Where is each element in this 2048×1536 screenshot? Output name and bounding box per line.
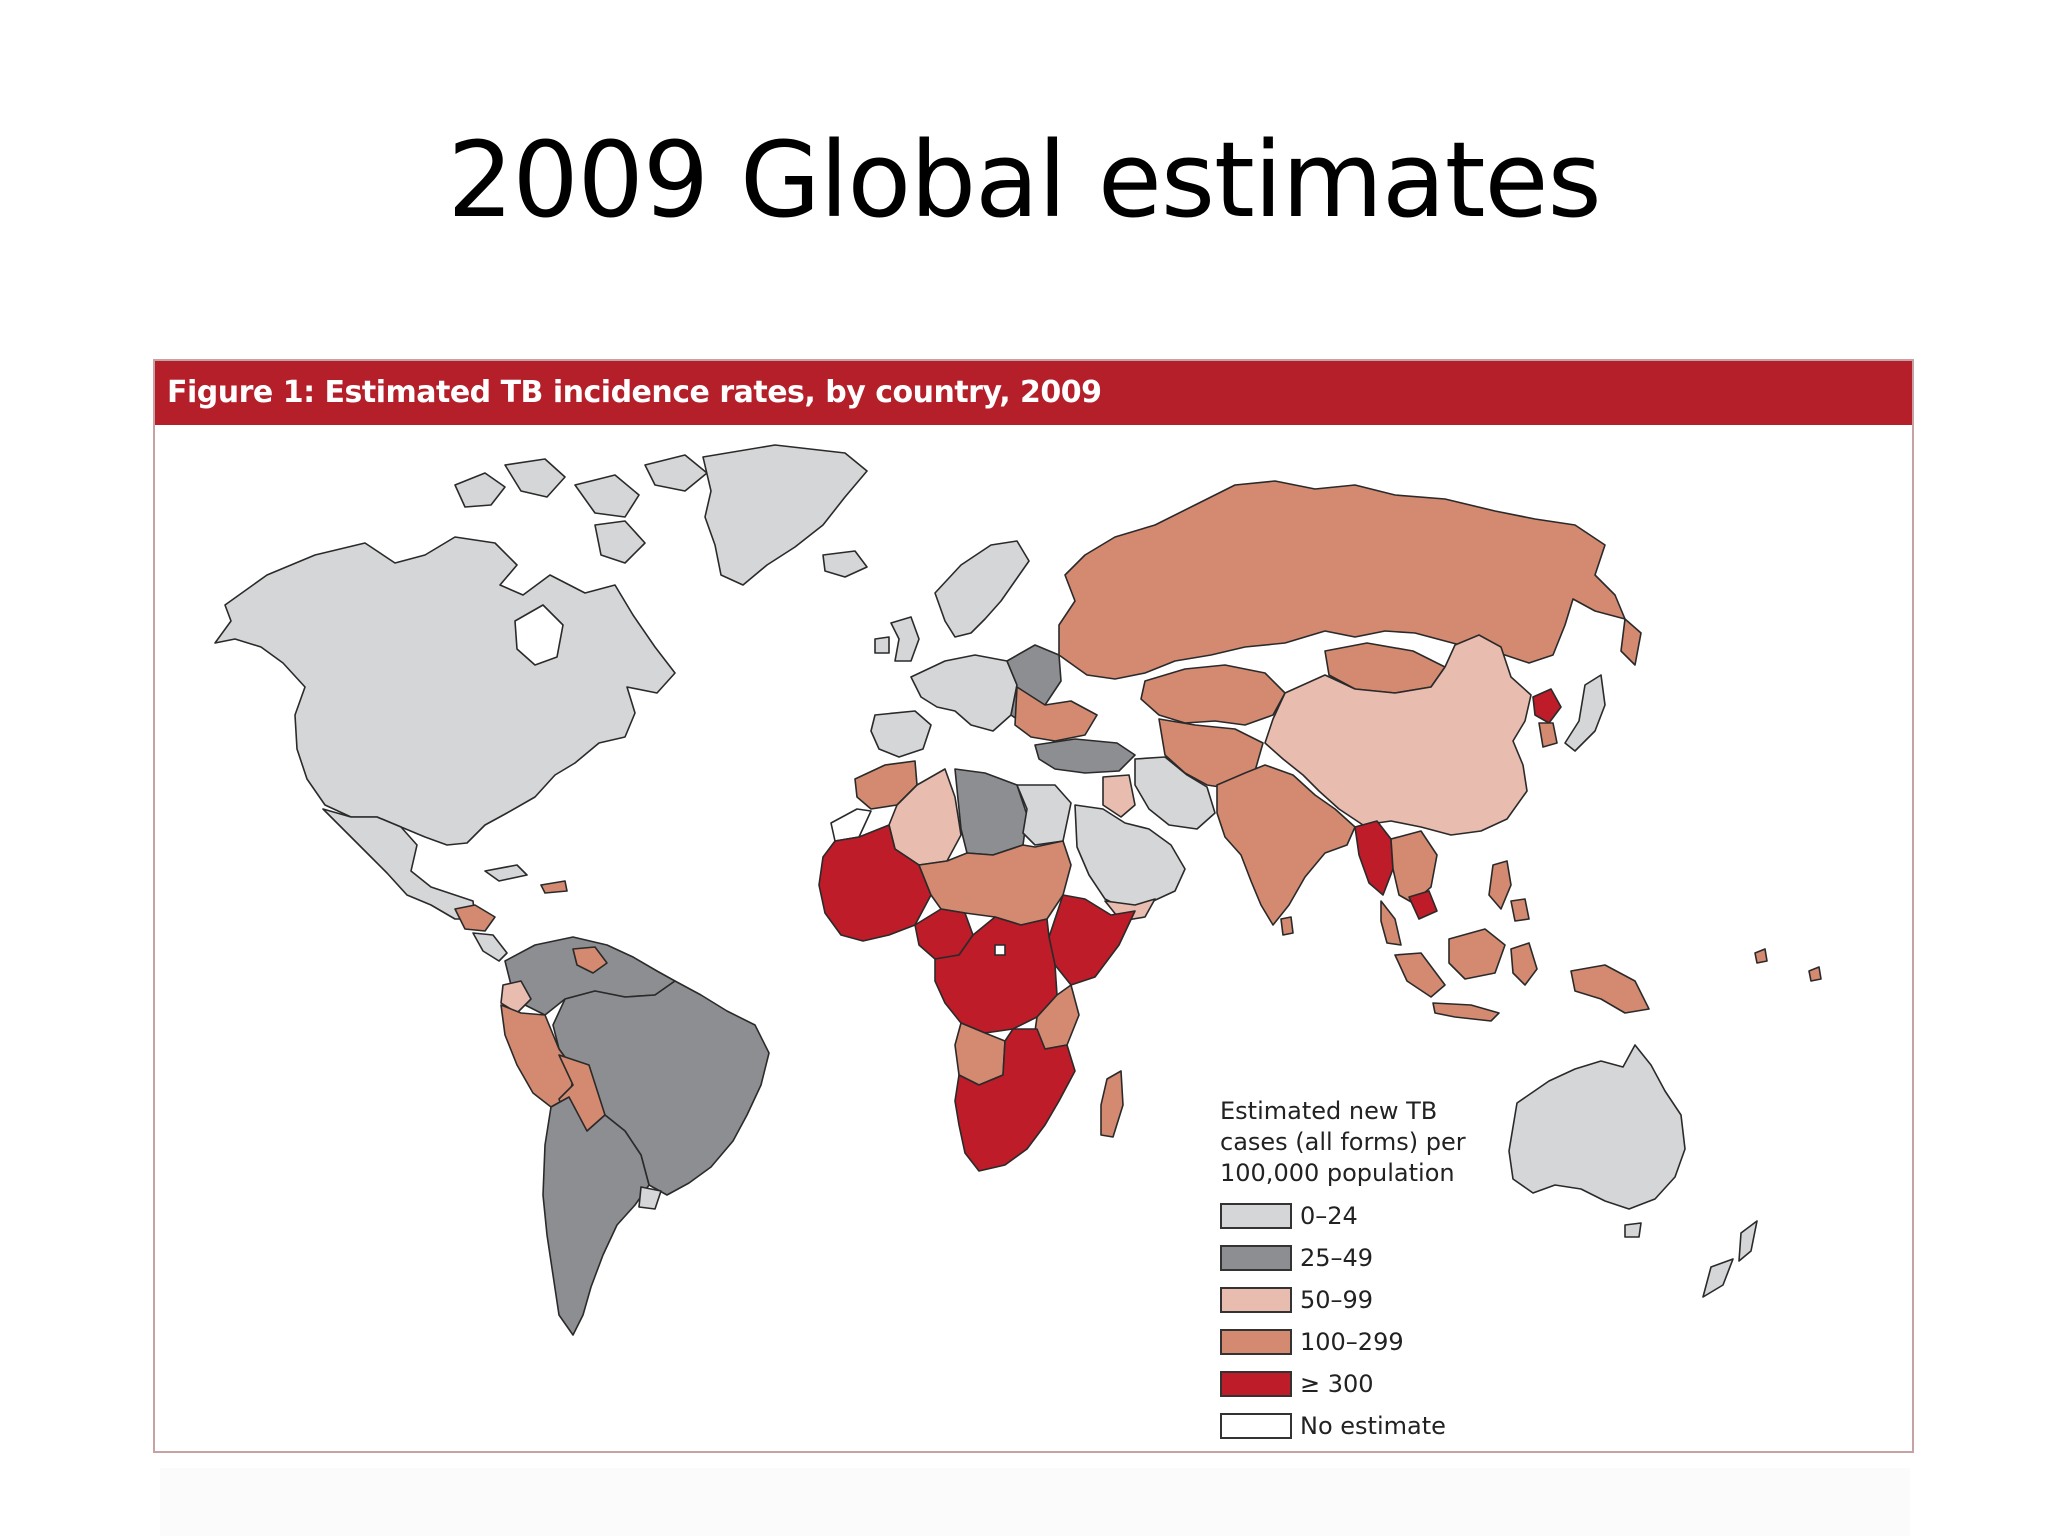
map-region-madagascar <box>1100 1070 1124 1138</box>
map-region-angola <box>954 1022 1006 1086</box>
map-region-uruguay <box>638 1186 662 1210</box>
map-region-philippines <box>1488 860 1512 910</box>
map-region-north-korea <box>1532 688 1562 724</box>
map-region-central-africa <box>934 916 1058 1034</box>
legend: Estimated new TB cases (all forms) per 1… <box>1220 1096 1500 1447</box>
map-region-arabian-peninsula <box>1074 804 1186 910</box>
map-region-mexico-and-central-america <box>472 932 508 962</box>
map-region-india-and-pakistan <box>1216 764 1356 926</box>
slide-title: 2009 Global estimates <box>447 119 1601 241</box>
legend-label: No estimate <box>1300 1412 1446 1440</box>
map-region-japan <box>1564 674 1606 752</box>
legend-label: 0–24 <box>1300 1202 1358 1230</box>
legend-swatch <box>1220 1203 1292 1229</box>
map-region-indonesia-and-malaysia <box>1432 1002 1500 1022</box>
legend-item: ≥ 300 <box>1220 1363 1500 1405</box>
map-region-indonesia-and-malaysia <box>1394 952 1446 998</box>
legend-label: 50–99 <box>1300 1286 1374 1314</box>
map-region-north-america <box>594 520 646 564</box>
figure-frame: Figure 1: Estimated TB incidence rates, … <box>153 359 1914 1453</box>
map-region-kazakhstan <box>1140 664 1286 726</box>
map-region-iraq <box>1102 774 1136 818</box>
map-region-south-korea <box>1538 722 1558 748</box>
map-region-papua-new-guinea <box>1570 964 1650 1014</box>
map-region-myanmar <box>1354 820 1394 896</box>
map-region-north-america <box>644 454 708 492</box>
map-region-egypt <box>1016 784 1072 846</box>
map-region-india-and-pakistan <box>1280 916 1294 936</box>
map-region-russia <box>1620 618 1642 666</box>
map-region-scandinavia <box>822 550 868 578</box>
figure-header: Figure 1: Estimated TB incidence rates, … <box>155 361 1912 425</box>
map-region-australia <box>1624 1222 1642 1238</box>
legend-swatch <box>1220 1413 1292 1439</box>
map-region-libya <box>954 768 1028 856</box>
figure-title: Figure 1: Estimated TB incidence rates, … <box>167 375 1102 410</box>
map-region-ecuador <box>500 980 532 1014</box>
map-region-north-america <box>214 536 676 846</box>
map-region-western-europe <box>910 654 1018 732</box>
map-region-mexico-and-central-america <box>484 864 528 882</box>
legend-title: Estimated new TB cases (all forms) per 1… <box>1220 1096 1500 1189</box>
map-region-guatemala-and-honduras <box>540 880 568 894</box>
map-region-scandinavia <box>934 540 1030 638</box>
map-region-guyana <box>572 946 608 974</box>
legend-label: 25–49 <box>1300 1244 1374 1272</box>
map-region-north-america <box>574 474 640 518</box>
slide-footer-band <box>160 1468 1910 1536</box>
map-region-indonesia-and-malaysia <box>1510 942 1538 986</box>
map-region-north-america <box>454 472 506 508</box>
legend-title-line: cases (all forms) per <box>1220 1128 1466 1156</box>
map-region-guatemala-and-honduras <box>454 904 496 932</box>
legend-swatch <box>1220 1329 1292 1355</box>
map-region-no-estimate <box>994 944 1006 956</box>
map-region-southeast-asia <box>1808 966 1822 982</box>
legend-title-line: Estimated new TB <box>1220 1097 1438 1125</box>
map-region-western-europe <box>874 636 890 654</box>
map-region-western-europe <box>890 616 920 662</box>
legend-swatch <box>1220 1287 1292 1313</box>
map-region-indonesia-and-malaysia <box>1380 900 1402 946</box>
legend-item: 100–299 <box>1220 1321 1500 1363</box>
map-region-ukraine-and-romania <box>1014 686 1098 742</box>
map-region-southeast-asia <box>1754 948 1768 964</box>
map-region-china <box>1264 634 1532 836</box>
map-region-new-zealand <box>1702 1258 1734 1298</box>
map-region-indonesia-and-malaysia <box>1448 928 1506 980</box>
legend-swatch <box>1220 1245 1292 1271</box>
map-region-southern-africa <box>954 1028 1076 1172</box>
map-region-new-zealand <box>1738 1220 1758 1262</box>
legend-item: 50–99 <box>1220 1279 1500 1321</box>
map-region-australia <box>1508 1044 1686 1210</box>
legend-label: ≥ 300 <box>1300 1370 1374 1398</box>
map-region-iran <box>1134 756 1216 830</box>
map-region-cambodia <box>1408 890 1438 920</box>
map-region-west-africa <box>818 824 932 942</box>
legend-swatch <box>1220 1371 1292 1397</box>
legend-item: 0–24 <box>1220 1195 1500 1237</box>
legend-item: 25–49 <box>1220 1237 1500 1279</box>
map-region-greenland <box>702 444 868 586</box>
map-region-north-america <box>504 458 566 498</box>
map-region-philippines <box>1510 898 1530 922</box>
world-map <box>214 444 1822 1336</box>
map-region-western-sahara <box>830 808 872 842</box>
legend-item: No estimate <box>1220 1405 1500 1447</box>
map-region-iberia <box>870 710 932 758</box>
map-region-argentina-and-chile <box>542 1096 650 1336</box>
legend-label: 100–299 <box>1300 1328 1404 1356</box>
legend-title-line: 100,000 population <box>1220 1159 1455 1187</box>
map-region-turkey <box>1034 738 1136 774</box>
